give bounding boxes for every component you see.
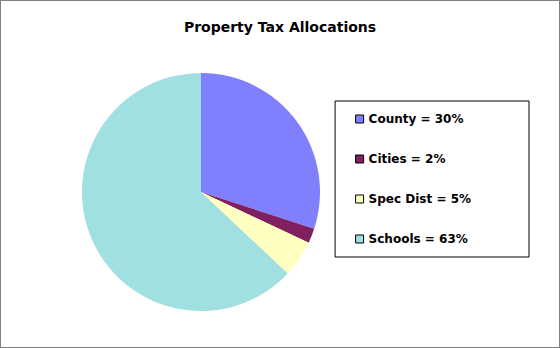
svg-text:Schools = 63%: Schools = 63% <box>369 232 468 246</box>
svg-text:Spec Dist = 5%: Spec Dist = 5% <box>369 192 471 206</box>
svg-text:Cities = 2%: Cities = 2% <box>369 152 446 166</box>
svg-text:County = 30%: County = 30% <box>369 112 464 126</box>
svg-text:Property Tax Allocations: Property Tax Allocations <box>184 19 376 35</box>
